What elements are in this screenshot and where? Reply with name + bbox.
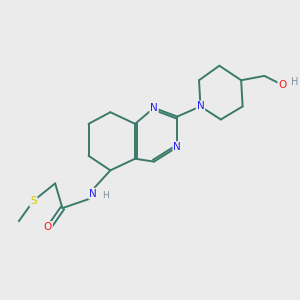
Text: N: N [89,189,97,199]
Text: N: N [173,142,181,152]
Text: O: O [44,222,52,232]
Text: O: O [278,80,286,90]
Text: N: N [150,103,158,113]
Text: H: H [102,191,109,200]
Text: H: H [291,77,298,87]
Text: S: S [30,196,37,206]
Text: N: N [196,101,204,111]
